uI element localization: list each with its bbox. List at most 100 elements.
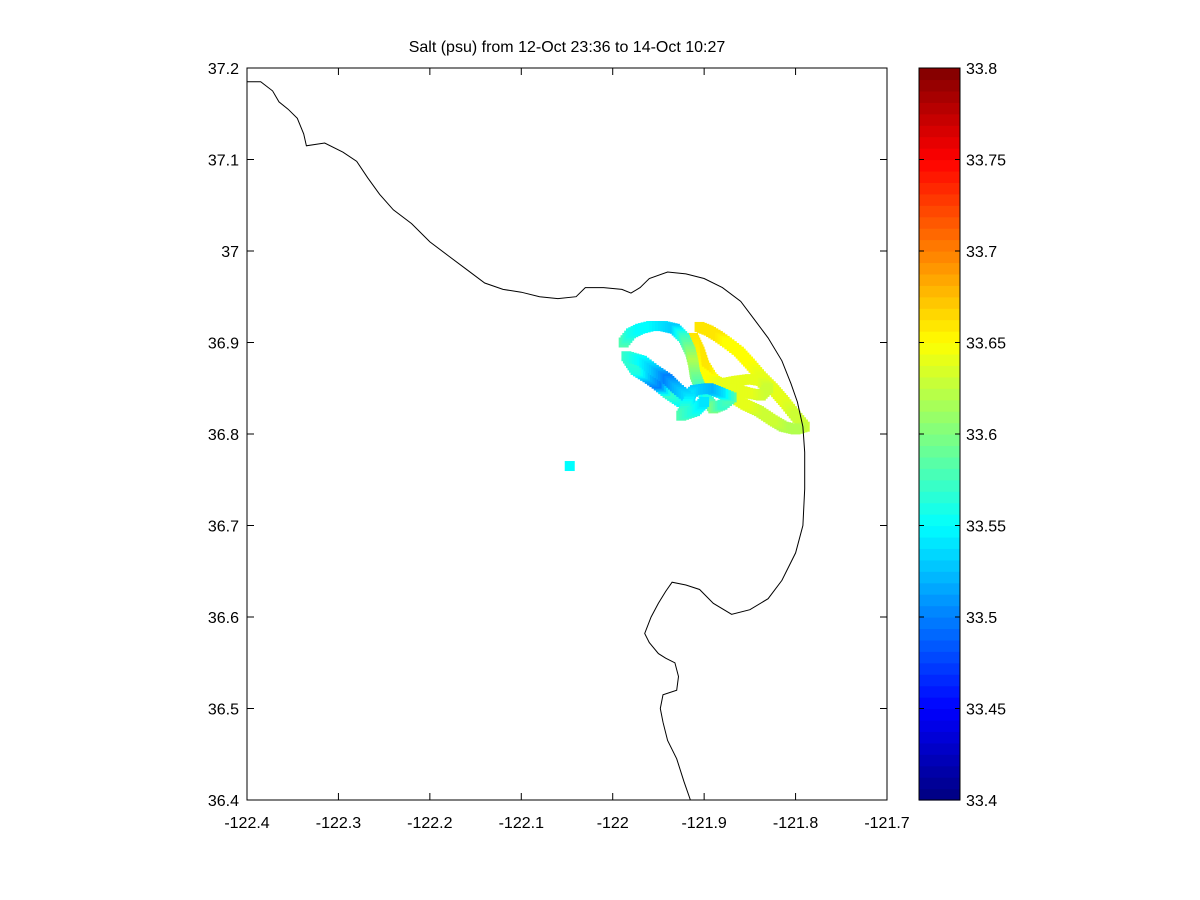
colorbar-band	[919, 296, 960, 309]
colorbar-band	[919, 273, 960, 286]
colorbar-band	[919, 525, 960, 538]
colorbar-band	[919, 228, 960, 241]
colorbar-band	[919, 662, 960, 675]
colorbar-band	[919, 136, 960, 149]
x-tick-label: -121.8	[773, 815, 818, 832]
colorbar-band	[919, 605, 960, 618]
y-tick-label: 37	[221, 244, 239, 261]
colorbar-band	[919, 628, 960, 641]
colorbar-band	[919, 788, 960, 801]
colorbar-tick-label: 33.65	[966, 336, 1006, 353]
colorbar-band	[919, 674, 960, 687]
plot-area: -122.4 -122.3 -122.2 -122.1 -122 -121.9 -121.8…	[208, 61, 910, 832]
data-point	[699, 396, 710, 407]
data-point	[564, 461, 575, 472]
x-axis: -122.4 -122.3 -122.2 -122.1 -122 -121.9 -121.8…	[224, 68, 910, 832]
y-tick-label: 36.5	[208, 702, 239, 719]
colorbar-band	[919, 170, 960, 183]
colorbar-band	[919, 216, 960, 229]
x-tick-label: -121.9	[681, 815, 726, 832]
colorbar-band	[919, 319, 960, 332]
colorbar-band	[919, 159, 960, 172]
colorbar-band	[919, 708, 960, 721]
colorbar-band	[919, 90, 960, 103]
colorbar-tick-label: 33.8	[966, 61, 997, 78]
colorbar-bands	[919, 68, 960, 801]
colorbar-band	[919, 193, 960, 206]
x-tick-label: -121.7	[864, 815, 909, 832]
colorbar-band	[919, 239, 960, 252]
colorbar-band	[919, 262, 960, 275]
colorbar-band	[919, 582, 960, 595]
colorbar-tick-label: 33.7	[966, 244, 997, 261]
colorbar-band	[919, 502, 960, 515]
colorbar-band	[919, 639, 960, 652]
colorbar-band	[919, 651, 960, 664]
colorbar-band	[919, 331, 960, 344]
colorbar-tick-label: 33.45	[966, 702, 1006, 719]
colorbar-band	[919, 79, 960, 92]
colorbar-band	[919, 697, 960, 710]
data-point	[726, 383, 737, 394]
colorbar-band	[919, 685, 960, 698]
colorbar-band	[919, 559, 960, 572]
colorbar-band	[919, 536, 960, 549]
colorbar-band	[919, 365, 960, 378]
colorbar-band	[919, 617, 960, 630]
colorbar-band	[919, 399, 960, 412]
colorbar-band	[919, 445, 960, 458]
data-layer	[564, 321, 810, 472]
x-tick-label: -122.3	[316, 815, 361, 832]
colorbar-band	[919, 251, 960, 264]
colorbar-ticks: 33.4 33.45 33.5 33.55 33.6 33.65 33.7 33.75 33.8	[919, 61, 1006, 810]
chart-title: Salt (psu) from 12-Oct 23:36 to 14-Oct 1…	[409, 39, 726, 56]
colorbar-tick-label: 33.55	[966, 519, 1006, 536]
colorbar-band	[919, 731, 960, 744]
y-tick-label: 36.6	[208, 610, 239, 627]
colorbar-band	[919, 754, 960, 767]
y-tick-label: 36.4	[208, 793, 239, 810]
x-tick-label: -122	[597, 815, 629, 832]
colorbar-band	[919, 125, 960, 138]
colorbar-band	[919, 742, 960, 755]
colorbar-band	[919, 205, 960, 218]
colorbar-band	[919, 102, 960, 115]
colorbar-tick-label: 33.6	[966, 427, 997, 444]
colorbar-band	[919, 765, 960, 778]
colorbar-band	[919, 113, 960, 126]
colorbar-band	[919, 468, 960, 481]
colorbar-band	[919, 571, 960, 584]
plot-background	[247, 68, 887, 800]
x-tick-label: -122.1	[499, 815, 544, 832]
colorbar-band	[919, 376, 960, 389]
colorbar-tick-label: 33.75	[966, 153, 1006, 170]
colorbar-band	[919, 514, 960, 527]
colorbar-band	[919, 548, 960, 561]
colorbar-band	[919, 594, 960, 607]
colorbar: 33.4 33.45 33.5 33.55 33.6 33.65 33.7 33.75 33.8	[918, 61, 1006, 810]
colorbar-band	[919, 719, 960, 732]
colorbar-band	[919, 148, 960, 161]
colorbar-band	[919, 342, 960, 355]
colorbar-band	[919, 479, 960, 492]
colorbar-band	[919, 182, 960, 195]
colorbar-tick-label: 33.5	[966, 610, 997, 627]
y-tick-label: 36.7	[208, 519, 239, 536]
colorbar-band	[919, 68, 960, 81]
colorbar-band	[919, 422, 960, 435]
colorbar-band	[919, 411, 960, 424]
x-tick-label: -122.2	[407, 815, 452, 832]
colorbar-band	[919, 491, 960, 504]
colorbar-band	[919, 285, 960, 298]
y-axis: 36.4 36.5 36.6 36.7 36.8 36.9 37 37.1 37.2	[208, 61, 887, 810]
y-tick-label: 36.8	[208, 427, 239, 444]
y-tick-label: 37.1	[208, 153, 239, 170]
coastline	[247, 81, 806, 800]
colorbar-band	[919, 308, 960, 321]
colorbar-tick-label: 33.4	[966, 793, 997, 810]
y-tick-label: 36.9	[208, 336, 239, 353]
colorbar-band	[919, 353, 960, 366]
colorbar-band	[919, 388, 960, 401]
y-tick-label: 37.2	[208, 61, 239, 78]
